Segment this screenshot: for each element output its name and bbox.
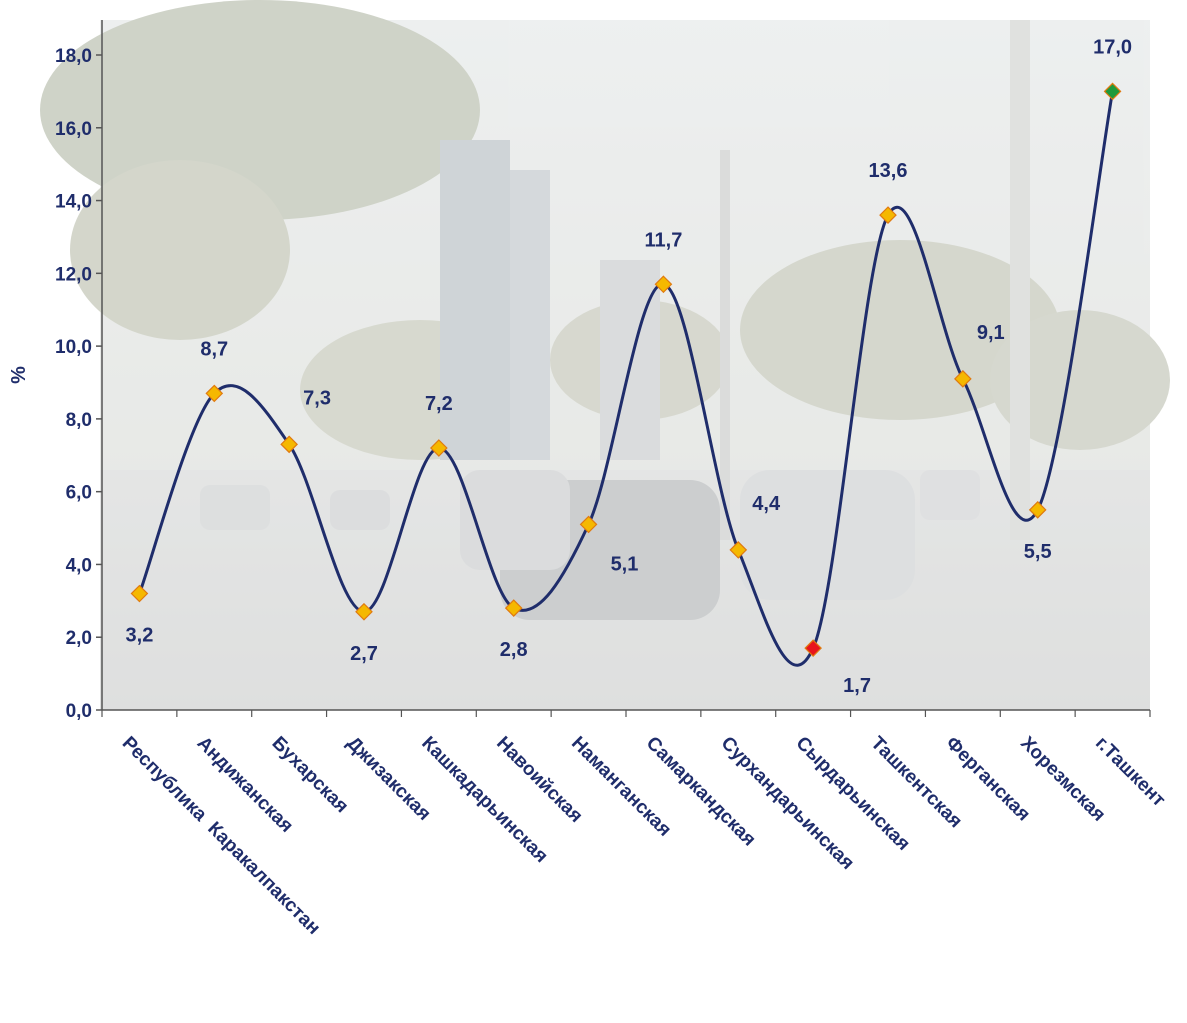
data-point-marker — [205, 384, 224, 403]
data-label: 11,7 — [645, 229, 683, 251]
y-tick-label: 12,0 — [55, 264, 92, 285]
x-axis-categories: Республика КаракалпакстанАндижанскаяБуха… — [101, 710, 1169, 939]
y-tick-label: 14,0 — [55, 192, 92, 213]
data-point-marker — [954, 370, 972, 388]
y-tick-label: 0,0 — [66, 701, 92, 722]
data-label: 5,1 — [611, 553, 639, 575]
data-label: 2,8 — [500, 639, 528, 661]
y-axis-ticks: 0,0 2,0 4,0 6,0 8,0 10,0 12,0 14,0 16,0 18,0 — [55, 46, 102, 722]
data-label: 4,4 — [752, 493, 781, 515]
y-tick-label: 4,0 — [66, 555, 92, 576]
y-tick-label: 10,0 — [55, 337, 92, 358]
data-label: 17,0 — [1093, 36, 1132, 58]
y-axis-label: % — [8, 366, 30, 384]
data-point-marker — [579, 515, 598, 534]
data-point-marker — [355, 602, 373, 621]
x-category-label: Сурхандарьинская — [717, 733, 858, 874]
y-tick-label: 6,0 — [66, 483, 92, 504]
data-label: 2,7 — [350, 643, 378, 665]
data-point-marker — [504, 599, 523, 617]
data-label: 1,7 — [843, 675, 871, 697]
background-photo — [40, 0, 1170, 710]
y-tick-label: 2,0 — [66, 628, 92, 649]
data-point-marker — [430, 439, 448, 457]
y-tick-label: 8,0 — [66, 410, 92, 431]
data-label: 9,1 — [977, 322, 1005, 344]
data-point-marker — [879, 206, 897, 224]
data-point-marker — [130, 584, 149, 603]
data-label: 8,7 — [200, 338, 228, 360]
data-point-marker-max — [1103, 82, 1122, 101]
data-point-marker — [729, 541, 748, 559]
data-label: 7,3 — [303, 387, 331, 409]
x-category-label: Кашкадарьинская — [417, 733, 551, 867]
data-label: 13,6 — [869, 160, 908, 182]
data-point-marker — [654, 275, 673, 294]
data-labels: 3,2 8,7 7,3 2,7 7,2 2,8 5,1 11,7 4,4 1,7 13,6 9,1 5,… — [126, 36, 1133, 697]
data-point-marker-min — [804, 639, 822, 657]
data-label: 5,5 — [1024, 541, 1052, 563]
x-category-label: г.Ташкент — [1091, 733, 1169, 811]
series-line — [138, 91, 1115, 667]
data-label: 3,2 — [126, 625, 154, 647]
data-label: 7,2 — [425, 393, 453, 415]
y-tick-label: 16,0 — [55, 119, 92, 140]
y-tick-label: 18,0 — [55, 46, 92, 67]
data-point-marker — [1028, 501, 1047, 519]
data-markers — [130, 82, 1122, 657]
data-point-marker — [280, 435, 298, 454]
